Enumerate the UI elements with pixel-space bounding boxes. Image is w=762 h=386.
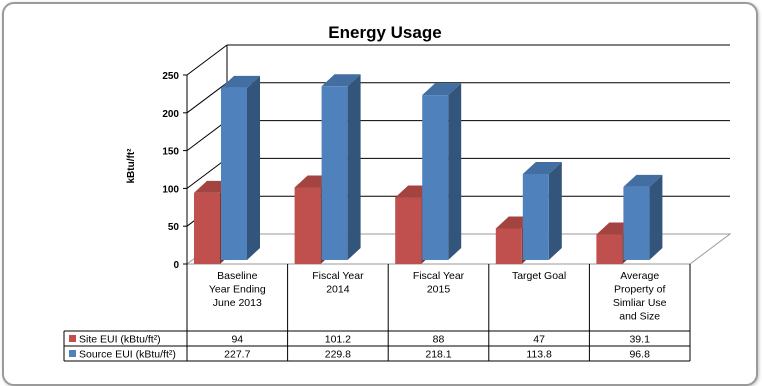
- legend-entry: Source EUI (kBtu/ft²): [69, 349, 176, 361]
- y-tick-label: 200: [162, 109, 179, 120]
- bar-front: [221, 87, 247, 261]
- y-axis-ticks: 0 50 100 150 200 250: [162, 71, 187, 271]
- bar-front: [522, 173, 549, 260]
- legend-label: Source EUI (kBtu/ft²): [79, 349, 176, 361]
- y-tick-label: 250: [162, 71, 179, 82]
- bar-front: [294, 187, 321, 264]
- table-cell-value: 113.8: [526, 349, 552, 361]
- category-label: Fiscal Year: [312, 270, 364, 282]
- table-cell-value: 227.7: [224, 349, 250, 361]
- bar-front: [596, 234, 623, 264]
- table-cell-value: 96.8: [629, 349, 650, 361]
- category-label: Year Ending: [209, 284, 266, 296]
- category-label: 2015: [427, 284, 451, 296]
- category-label: Average: [620, 270, 659, 282]
- y-tick-label: 150: [162, 147, 179, 158]
- bar-side: [247, 75, 260, 261]
- bar-top: [221, 75, 260, 88]
- bar-front: [623, 186, 650, 260]
- bar-front: [395, 197, 422, 264]
- bar-top: [623, 174, 663, 187]
- table-cell-value: 88: [433, 334, 445, 346]
- bar-side: [448, 83, 462, 261]
- gridline-side: [186, 120, 228, 152]
- table-cell-value: 39.1: [629, 334, 650, 346]
- bar: [623, 174, 663, 260]
- category-label: Property of: [614, 284, 665, 296]
- category-label: Simliar Use: [613, 297, 667, 309]
- category-label: 2014: [326, 284, 350, 296]
- bars: [194, 74, 663, 264]
- category-label: June 2013: [213, 297, 262, 309]
- bar: [321, 74, 361, 260]
- bar-front: [422, 95, 449, 261]
- legend-label: Site EUI (kBtu/ft²): [79, 334, 161, 346]
- table-cell-value: 101.2: [325, 334, 351, 346]
- bar-side: [347, 74, 361, 260]
- bar-top: [522, 161, 562, 174]
- bar: [221, 75, 260, 261]
- table-cell-value: 94: [231, 334, 243, 346]
- y-tick-label: 0: [173, 260, 179, 271]
- legend-swatch: [69, 350, 76, 357]
- bar-top: [422, 83, 462, 96]
- y-axis-label: kBtu/ft²: [126, 148, 137, 184]
- bar-side: [548, 161, 562, 260]
- bar-top: [321, 74, 361, 87]
- table-cell-value: 218.1: [425, 349, 451, 361]
- y-tick-label: 100: [162, 184, 179, 195]
- category-label: Baseline: [217, 270, 257, 282]
- bar-front: [495, 228, 522, 264]
- bar: [522, 161, 562, 260]
- bar-front: [321, 86, 348, 260]
- y-tick-label: 50: [168, 222, 180, 233]
- chart-title: Energy Usage: [328, 23, 441, 42]
- table-cell-value: 229.8: [325, 349, 351, 361]
- bar: [422, 83, 462, 261]
- category-label: Fiscal Year: [413, 270, 465, 282]
- bar-side: [649, 174, 663, 260]
- gridline-side: [186, 44, 228, 76]
- category-label: Target Goal: [512, 270, 566, 282]
- energy-usage-chart: 0 50 100 150 200 250 Baseline Year EndingJune …: [63, 23, 732, 362]
- gridline-side: [186, 82, 228, 114]
- bar-front: [194, 192, 220, 264]
- legend-swatch: [69, 335, 76, 342]
- gridline-side: [186, 157, 228, 189]
- category-label: and Size: [619, 311, 660, 323]
- table-cell-value: 47: [533, 334, 545, 346]
- legend-entry: Site EUI (kBtu/ft²): [69, 334, 161, 346]
